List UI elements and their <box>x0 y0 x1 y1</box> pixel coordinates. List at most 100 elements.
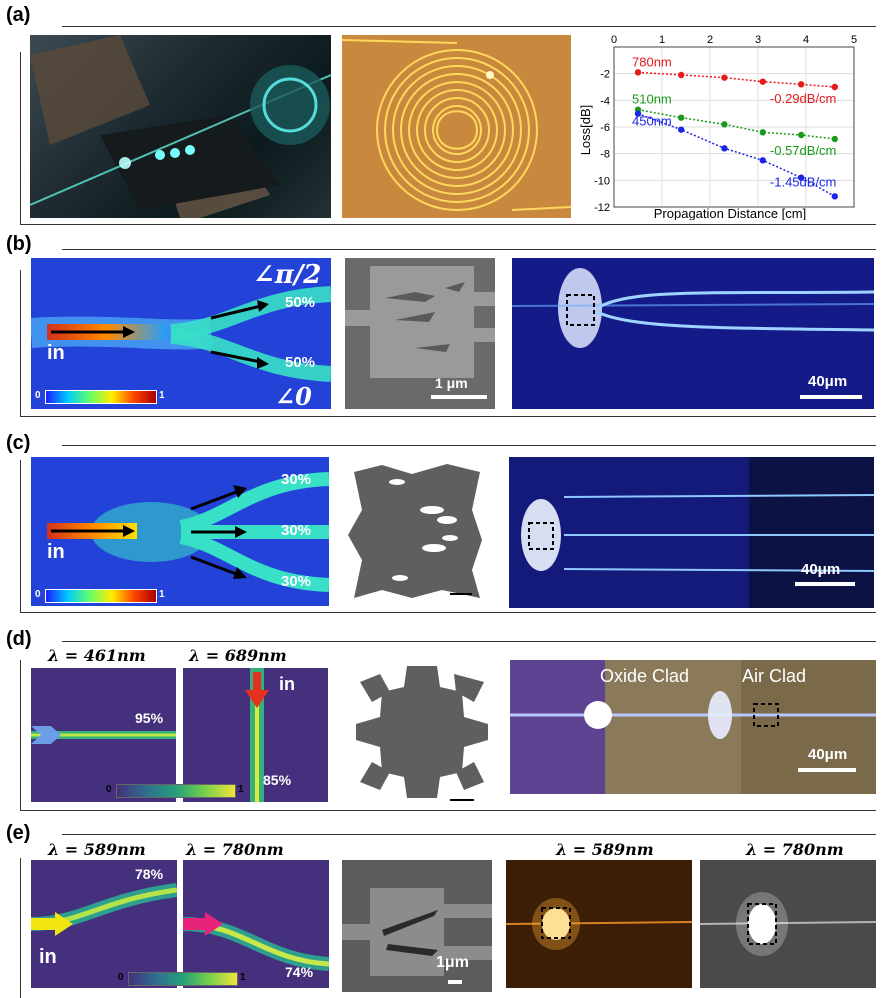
x-tick-labels: 0 1 2 3 4 5 <box>611 34 857 46</box>
y-tick-label: -8 <box>600 149 610 161</box>
spiral-drawing <box>342 35 571 218</box>
colorbar-min: 0 <box>35 390 41 401</box>
series-name-label: 780nm <box>632 54 672 69</box>
series-name-label: 510nm <box>632 92 672 107</box>
data-point <box>798 174 805 181</box>
input-label: in <box>47 541 65 563</box>
series-name-label: 450nm <box>632 114 672 129</box>
x-tick-label: 2 <box>707 34 713 46</box>
sem-b-drawing <box>345 258 495 409</box>
y-tick-label: -4 <box>600 95 610 107</box>
split-percent-top: 50% <box>285 294 316 311</box>
data-point <box>798 81 805 88</box>
image-scale-bar <box>798 768 856 772</box>
sem-scale-bar <box>431 395 487 399</box>
arrow-top <box>210 304 262 320</box>
field-sim-e2-drawing <box>183 860 329 988</box>
x-tick-label: 3 <box>755 34 761 46</box>
data-point <box>831 135 838 143</box>
panel-a-rule <box>62 26 876 27</box>
chart-frame <box>613 46 855 208</box>
split-percent-3: 30% <box>281 573 312 590</box>
field-sim-d2-drawing <box>183 668 328 802</box>
input-label: in <box>279 674 295 694</box>
panel-b-label: (b) <box>6 233 32 255</box>
series-line-780nm <box>637 71 835 88</box>
fit-slope-label: -0.57dB/cm <box>770 143 836 158</box>
sem-e-drawing <box>342 860 492 992</box>
field-sim-d-2: in 85% <box>183 668 328 802</box>
panel-c-bottom-rule <box>20 612 876 613</box>
colorbar-min: 0 <box>106 784 112 795</box>
y-tick-label: -10 <box>594 175 610 187</box>
data-point <box>759 157 766 164</box>
chip-photo <box>30 35 331 218</box>
image-scale-bar <box>795 582 855 586</box>
data-point <box>721 74 728 81</box>
y-tick-label: -6 <box>600 122 610 134</box>
panel-d-label: (d) <box>6 628 32 650</box>
field-sim-b-drawing <box>31 258 331 409</box>
sem-scale-label: 1 μm <box>435 375 468 391</box>
data-point <box>798 131 805 139</box>
panel-d-bracket <box>20 660 21 810</box>
data-point <box>678 126 685 133</box>
panel-c-rule <box>62 445 876 446</box>
experiment-e1-drawing <box>506 860 692 988</box>
field-sim-c: 30% 30% 30% in 0 1 <box>31 457 329 606</box>
x-tick-label: 4 <box>803 34 809 46</box>
panel-b-rule <box>62 249 876 250</box>
sem-scale-label: 1μm <box>436 954 469 971</box>
input-label: in <box>47 342 65 364</box>
y-tick-label: -2 <box>600 69 610 81</box>
colorbar-min: 0 <box>35 589 41 600</box>
region-marker <box>566 294 595 326</box>
chart-grid <box>614 47 854 207</box>
field-sim-e-2: 74% <box>183 860 329 988</box>
panel-b-bottom-rule <box>20 416 876 417</box>
panel-e-label: (e) <box>6 822 31 844</box>
wavelength-label-2: λ = 689nm <box>189 646 287 665</box>
panel-d-bottom-rule <box>20 810 876 811</box>
efficiency-percent-2: 85% <box>263 772 292 788</box>
split-percent-2: 30% <box>281 522 312 539</box>
experiment-e2-drawing <box>700 860 876 988</box>
data-point <box>831 193 838 200</box>
data-point <box>678 114 685 121</box>
wavelength-label-4: λ = 780nm <box>746 840 844 859</box>
experiment-image-e-2 <box>700 860 876 988</box>
data-point <box>759 129 766 136</box>
colorbar-max: 1 <box>238 784 244 795</box>
data-point <box>721 145 728 152</box>
phase-label-bottom: ∠0 <box>275 382 312 409</box>
x-tick-label: 5 <box>851 34 857 46</box>
input-arrow <box>31 918 57 930</box>
panel-d-rule <box>62 641 876 642</box>
colorbar-min: 0 <box>118 972 124 983</box>
sem-image-e: 1μm <box>342 860 492 992</box>
input-arrow <box>183 918 207 930</box>
loss-chart: 0 1 2 3 4 5 -2 -4 -6 -8 -10 -12 780nm -0.29dB/cm 510… <box>578 34 857 220</box>
phase-label-top: ∠π/2 <box>253 260 322 290</box>
wavelength-label-3: λ = 589nm <box>556 840 654 859</box>
chart-series: 780nm -0.29dB/cm 510nm -0.57dB/cm 450nm -1.45… <box>632 54 838 200</box>
panel-c-bracket <box>20 460 21 612</box>
wavelength-label-2: λ = 780nm <box>186 840 284 859</box>
panel-e-bracket <box>20 858 21 998</box>
efficiency-percent-2: 74% <box>285 964 314 980</box>
field-sim-e1-drawing <box>31 860 177 988</box>
image-scale-label: 40μm <box>801 561 841 578</box>
panel-a-bracket <box>20 52 21 224</box>
input-label: in <box>39 946 57 968</box>
colorbar-d <box>116 784 236 798</box>
field-sim-c-drawing <box>31 457 329 606</box>
efficiency-percent-1: 78% <box>135 866 164 882</box>
input-arrow <box>31 726 61 744</box>
x-tick-label: 1 <box>659 34 665 46</box>
panel-c-label: (c) <box>6 432 31 454</box>
image-scale-label: 40μm <box>808 746 848 763</box>
efficiency-percent-1: 95% <box>135 710 164 726</box>
chip-photo-drawing <box>30 35 331 218</box>
wavelength-label-1: λ = 589nm <box>48 840 146 859</box>
y-tick-label: -12 <box>594 202 610 214</box>
